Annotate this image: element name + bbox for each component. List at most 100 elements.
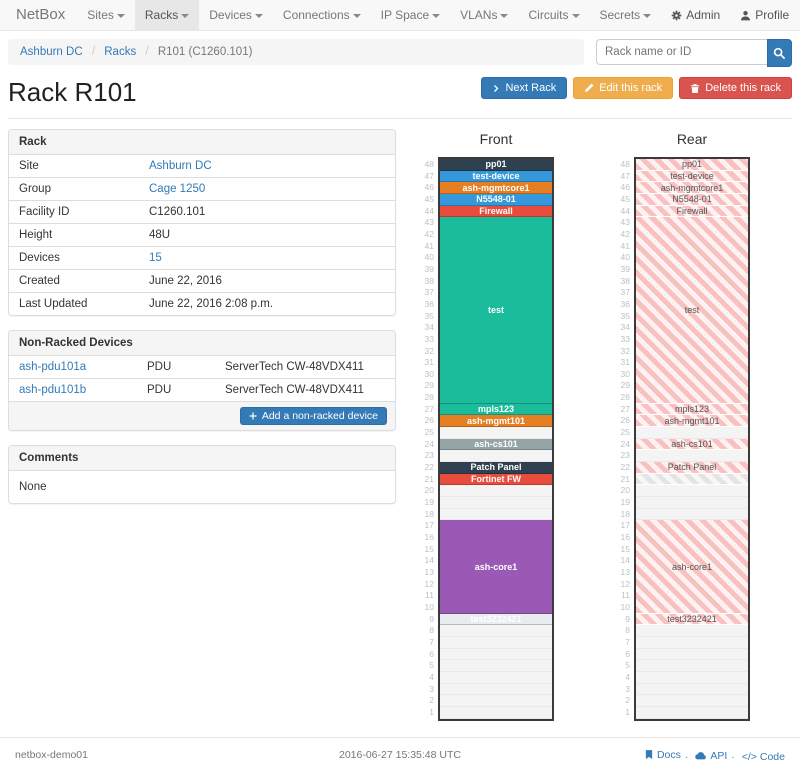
rack-unit-empty (440, 671, 552, 684)
unit-number: 9 (429, 613, 434, 624)
unit-number: 33 (424, 333, 434, 344)
nav-menu-secrets[interactable]: Secrets (590, 0, 662, 30)
chevron-down-icon (432, 13, 441, 18)
breadcrumb-separator: / (91, 46, 96, 58)
footer: netbox-demo01 2016-06-27 15:35:48 UTC Do… (0, 736, 800, 774)
unit-number: 14 (620, 555, 630, 566)
next-rack-button[interactable]: Next Rack (481, 77, 568, 99)
rack-unit-ash-mgmtcore1[interactable]: ash-mgmtcore1 (440, 182, 552, 194)
edit-rack-button[interactable]: Edit this rack (573, 77, 674, 99)
brand-logo[interactable]: NetBox (16, 6, 66, 23)
rack-unit-empty (440, 450, 552, 463)
height-value: 48U (139, 223, 395, 247)
breadcrumb-site-link[interactable]: Ashburn DC (20, 46, 83, 58)
device-role: PDU (137, 378, 215, 401)
group-link[interactable]: Cage 1250 (149, 183, 206, 195)
nav-menu-devices[interactable]: Devices (199, 0, 273, 30)
nav-menu-connections[interactable]: Connections (273, 0, 371, 30)
unit-number: 3 (429, 683, 434, 694)
unit-number: 39 (620, 263, 630, 274)
table-row: ash-pdu101b PDU ServerTech CW-48VDX411 (9, 378, 395, 401)
unit-number: 5 (625, 660, 630, 671)
rack-search-input[interactable] (596, 39, 767, 65)
nav-menu-racks[interactable]: Racks (134, 0, 200, 30)
breadcrumb-racks-link[interactable]: Racks (104, 46, 137, 58)
rack-unit-empty (440, 706, 552, 719)
device-role: PDU (147, 361, 172, 373)
attr-label: Site (19, 160, 39, 172)
rack-unit-mpls123[interactable]: mpls123 (440, 403, 552, 416)
chevron-down-icon (254, 13, 263, 18)
unit-number: 21 (620, 473, 630, 484)
devices-count-link[interactable]: 15 (149, 252, 162, 264)
nav-menu-sites[interactable]: Sites (77, 0, 135, 30)
unit-number: 4 (625, 671, 630, 682)
unit-number: 19 (620, 497, 630, 508)
front-rack-diagram: pp01 test-device ash-mgmtcore1 N5548-01 Fire… (438, 157, 554, 721)
unit-number: 38 (620, 275, 630, 286)
unit-number: 44 (620, 205, 630, 216)
unit-number: 6 (625, 648, 630, 659)
unit-number: 12 (620, 578, 630, 589)
rack-unit-ash-cs101[interactable]: ash-cs101 (440, 438, 552, 451)
facility-id-value: C1260.101 (139, 200, 395, 224)
rack-unit-empty (440, 427, 552, 439)
rack-unit-test3232421[interactable]: test3232421 (440, 613, 552, 626)
table-row: Group Cage 1250 (9, 177, 395, 201)
rack-unit-fortinet-fw[interactable]: Fortinet FW (440, 473, 552, 486)
unit-number: 18 (424, 508, 434, 519)
profile-link[interactable]: Profile (730, 0, 799, 30)
pencil-icon (584, 83, 594, 93)
unit-number: 20 (424, 485, 434, 496)
table-row: Site Ashburn DC (9, 155, 395, 178)
rack-unit-empty (636, 508, 748, 521)
rack-unit-patch-panel[interactable]: Patch Panel (440, 462, 552, 474)
attr-label: Facility ID (9, 200, 139, 224)
unit-number: 48 (620, 159, 630, 169)
unit-number: 46 (620, 182, 630, 193)
unit-number: 24 (620, 438, 630, 449)
nav-menu-ip-space[interactable]: IP Space (371, 0, 450, 30)
unit-number: 23 (424, 450, 434, 461)
unit-number: 11 (621, 590, 630, 601)
device-link[interactable]: ash-pdu101a (19, 361, 87, 373)
add-non-racked-device-button[interactable]: Add a non-racked device (239, 407, 387, 425)
unit-number: 31 (424, 357, 434, 368)
unit-number: 1 (429, 706, 434, 717)
comments-panel: Comments None (8, 445, 396, 504)
rack-unit-test-device[interactable]: test-device (440, 170, 552, 183)
breadcrumb-separator: / (145, 46, 149, 58)
chevron-down-icon (181, 13, 190, 18)
unit-number: 13 (620, 566, 630, 577)
docs-link[interactable]: Docs (644, 749, 681, 761)
api-link[interactable]: API (695, 750, 727, 762)
rack-unit-ash-core1[interactable]: ash-core1 (440, 520, 552, 614)
rack-unit-test[interactable]: test (440, 217, 552, 404)
table-row: Devices 15 (9, 246, 395, 270)
rack-unit-firewall[interactable]: Firewall (440, 205, 552, 218)
delete-rack-button[interactable]: Delete this rack (679, 77, 792, 99)
rack-unit-n5548-01[interactable]: N5548-01 (440, 193, 552, 206)
rack-unit-ash-cs101: ash-cs101 (636, 438, 748, 451)
site-link[interactable]: Ashburn DC (149, 160, 212, 172)
rack-unit-pp01[interactable]: pp01 (440, 159, 552, 171)
unit-number: 7 (429, 636, 434, 647)
rack-unit-ash-mgmt101[interactable]: ash-mgmt101 (440, 415, 552, 428)
search-button[interactable] (767, 39, 792, 67)
unit-number: 34 (620, 322, 630, 333)
unit-number: 22 (424, 462, 434, 473)
unit-number: 20 (620, 485, 630, 496)
unit-number: 8 (625, 625, 630, 636)
unit-number: 38 (424, 275, 434, 286)
rack-unit-mpls123: mpls123 (636, 403, 748, 416)
nav-menu-vlans[interactable]: VLANs (450, 0, 518, 30)
rear-rack-diagram: pp01 test-device ash-mgmtcore1 N5548-01 Fire… (634, 157, 750, 721)
unit-number: 30 (424, 368, 434, 379)
device-link[interactable]: ash-pdu101b (19, 384, 87, 396)
search-icon (773, 47, 786, 60)
nav-menu-circuits[interactable]: Circuits (518, 0, 589, 30)
table-row: Facility ID C1260.101 (9, 200, 395, 224)
admin-link[interactable]: Admin (661, 0, 730, 30)
unit-number: 43 (424, 217, 434, 228)
unit-number: 25 (424, 427, 434, 438)
